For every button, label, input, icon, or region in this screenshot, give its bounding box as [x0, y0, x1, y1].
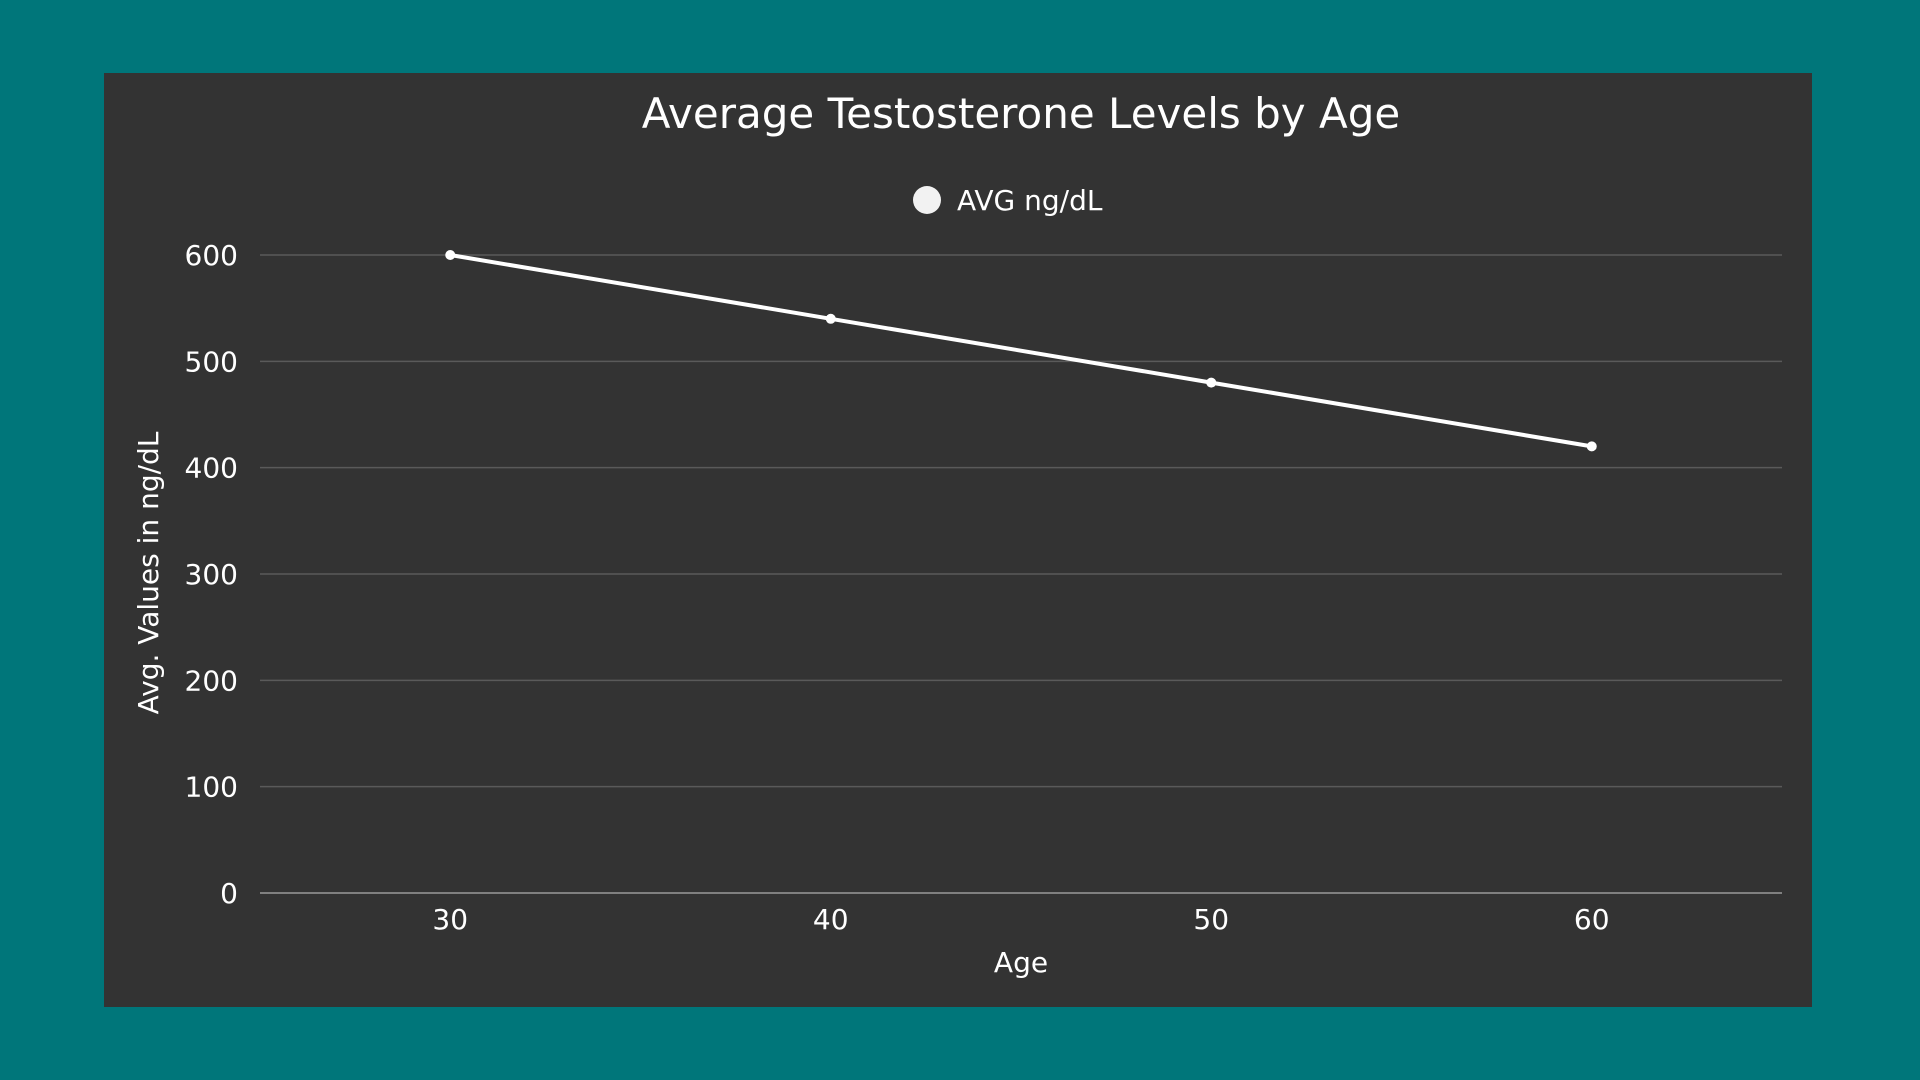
x-tick-label: 40: [813, 903, 849, 936]
legend-label: AVG ng/dL: [957, 184, 1103, 217]
legend: AVG ng/dL: [913, 184, 1103, 217]
y-tick-label: 300: [185, 558, 238, 591]
x-axis-title: Age: [994, 946, 1048, 979]
y-axis-tick-labels: 0 100 200 300 400 500 600: [185, 239, 238, 910]
chart-title: Average Testosterone Levels by Age: [642, 89, 1400, 138]
y-tick-label: 600: [185, 239, 238, 272]
y-tick-label: 400: [185, 452, 238, 485]
x-tick-label: 30: [432, 903, 468, 936]
x-tick-label: 50: [1193, 903, 1229, 936]
x-axis-tick-labels: 30 40 50 60: [432, 903, 1609, 936]
y-tick-label: 200: [185, 664, 238, 697]
chart-panel: [104, 73, 1812, 1007]
y-tick-label: 100: [185, 771, 238, 804]
gridlines: [260, 254, 1782, 788]
y-tick-label: 0: [220, 877, 238, 910]
legend-marker-icon: [913, 186, 941, 214]
series-layer: [445, 250, 1597, 452]
series-line: [449, 253, 1593, 449]
data-point: [445, 250, 456, 260]
y-axis-title: Avg. Values in ng/dL: [132, 431, 165, 714]
data-point: [825, 313, 836, 324]
data-point: [1206, 377, 1217, 388]
data-point: [1586, 441, 1597, 452]
x-tick-label: 60: [1574, 903, 1610, 936]
y-tick-label: 500: [185, 345, 238, 378]
